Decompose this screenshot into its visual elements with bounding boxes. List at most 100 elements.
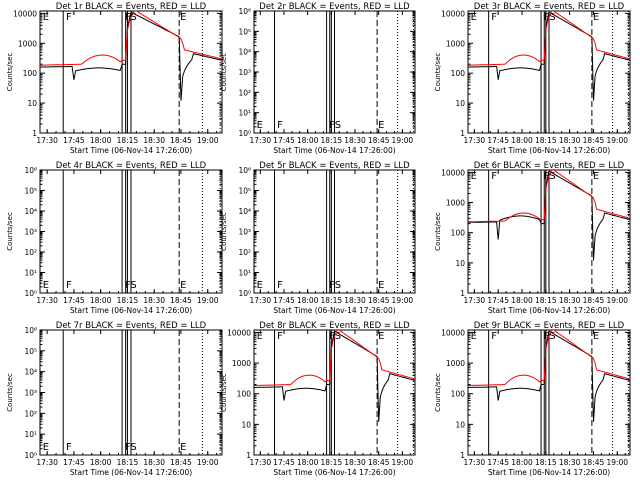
y-axis-label: Counts/sec xyxy=(220,212,228,251)
x-tick-label: 18:00 xyxy=(511,296,533,305)
x-tick-label: 19:00 xyxy=(392,136,414,145)
x-tick-label: 17:45 xyxy=(487,296,509,305)
y-tick-label: 100 xyxy=(23,69,38,78)
x-tick-label: 19:00 xyxy=(606,296,628,305)
y-tick-label: 10⁶ xyxy=(238,166,251,175)
marker-lines xyxy=(62,170,221,293)
flag-label: FS xyxy=(544,331,556,342)
x-tick-label: 18:30 xyxy=(143,296,165,305)
chart-panel-4: Det 4r BLACK = Events, RED = LLD 17:30 17:… xyxy=(6,161,223,315)
x-tick-label: 18:30 xyxy=(143,136,165,145)
x-tick-label: 17:45 xyxy=(487,136,509,145)
y-tick-label: 10¹ xyxy=(238,269,251,278)
chart-panel-8: Det 8r BLACK = Events, RED = LLD 17:30 17:… xyxy=(220,321,416,477)
x-tick-label: 18:15 xyxy=(535,458,557,467)
x-tick-label: 17:30 xyxy=(464,458,486,467)
y-axis-label: Counts/sec xyxy=(434,212,442,251)
y-tick-label: 1 xyxy=(460,289,465,298)
y-tick-label: 10000 xyxy=(13,9,37,18)
data-curves xyxy=(40,11,222,101)
y-tick-label: 10000 xyxy=(227,328,251,337)
marker-lines xyxy=(62,11,221,133)
x-tick-label: 18:30 xyxy=(143,458,165,467)
x-tick-label: 17:45 xyxy=(487,458,509,467)
chart-title: Det 5r BLACK = Events, RED = LLD xyxy=(259,161,410,171)
events-series-line xyxy=(468,330,630,422)
x-tick-label: 17:45 xyxy=(63,458,85,467)
flag-label: FS xyxy=(329,120,341,131)
flag-label: E xyxy=(257,331,263,342)
x-tick-label: 18:00 xyxy=(511,458,533,467)
x-tick-label: 17:30 xyxy=(464,136,486,145)
y-tick-label: 1 xyxy=(246,451,251,460)
x-axis-label: Start Time (06-Nov-14 17:26:00) xyxy=(488,306,610,315)
x-tick-label: 18:45 xyxy=(583,458,605,467)
flag-label: F xyxy=(66,12,72,23)
x-tick-label: 18:15 xyxy=(117,136,139,145)
x-tick-label: 18:00 xyxy=(297,296,319,305)
chart-panel-7: Det 7r BLACK = Events, RED = LLD 17:30 17:… xyxy=(6,321,223,477)
chart-panel-1: Det 1r BLACK = Events, RED = LLD 17:30 17:… xyxy=(6,2,223,155)
y-tick-label: 10⁵ xyxy=(24,187,37,196)
flag-label: E xyxy=(180,280,186,291)
data-curves xyxy=(468,330,630,422)
y-tick-label: 1 xyxy=(32,129,37,138)
chart-panel-6: Det 6r BLACK = Events, RED = LLD 17:30 17:… xyxy=(434,161,631,315)
x-tick-label: 18:45 xyxy=(170,136,192,145)
x-tick-label: 18:00 xyxy=(297,136,319,145)
y-tick-label: 1000 xyxy=(232,359,251,368)
y-axis-label: Counts/sec xyxy=(6,373,14,412)
x-tick-label: 17:30 xyxy=(250,296,272,305)
x-tick-label: 18:45 xyxy=(583,296,605,305)
y-tick-label: 1000 xyxy=(18,39,37,48)
x-tick-label: 18:45 xyxy=(368,136,390,145)
y-tick-label: 10⁶ xyxy=(24,326,37,335)
flag-label: E xyxy=(378,280,384,291)
x-axis-label: Start Time (06-Nov-14 17:26:00) xyxy=(273,306,395,315)
data-curves xyxy=(468,170,630,261)
y-tick-label: 1 xyxy=(460,451,465,460)
x-tick-label: 17:30 xyxy=(250,136,272,145)
flag-label: F xyxy=(277,120,283,131)
x-tick-label: 18:45 xyxy=(170,458,192,467)
x-tick-label: 18:00 xyxy=(90,136,112,145)
x-tick-label: 19:00 xyxy=(197,136,219,145)
y-tick-label: 10⁵ xyxy=(24,347,37,356)
x-tick-label: 18:45 xyxy=(583,136,605,145)
y-tick-label: 10³ xyxy=(24,389,37,398)
x-tick-label: 18:45 xyxy=(368,458,390,467)
x-axis-label: Start Time (06-Nov-14 17:26:00) xyxy=(70,306,192,315)
flag-label: E xyxy=(378,120,384,131)
x-tick-label: 17:30 xyxy=(36,136,58,145)
events-series-line xyxy=(468,11,630,101)
y-tick-label: 10⁰ xyxy=(24,289,37,298)
flag-label: FS xyxy=(329,331,341,342)
chart-title: Det 1r BLACK = Events, RED = LLD xyxy=(56,2,207,12)
y-axis-label: Counts/sec xyxy=(6,212,14,251)
lld-series-line xyxy=(468,170,630,223)
x-tick-label: 19:00 xyxy=(606,458,628,467)
y-tick-label: 10⁶ xyxy=(238,7,251,16)
x-tick-label: 19:00 xyxy=(392,458,414,467)
y-axis-label: Counts/sec xyxy=(434,53,442,92)
chart-title: Det 8r BLACK = Events, RED = LLD xyxy=(259,321,410,331)
y-tick-label: 10³ xyxy=(238,68,251,77)
y-tick-label: 10¹ xyxy=(24,269,37,278)
y-tick-label: 10⁵ xyxy=(238,187,251,196)
y-tick-label: 10000 xyxy=(441,9,465,18)
x-tick-label: 17:30 xyxy=(464,296,486,305)
x-tick-label: 17:45 xyxy=(273,296,295,305)
x-tick-label: 19:00 xyxy=(392,296,414,305)
y-tick-label: 100 xyxy=(451,69,466,78)
y-tick-label: 10⁵ xyxy=(238,27,251,36)
flag-label: E xyxy=(180,12,186,23)
y-tick-label: 10000 xyxy=(441,328,465,337)
y-tick-label: 10² xyxy=(24,248,37,257)
y-tick-label: 10³ xyxy=(24,228,37,237)
lld-series-line xyxy=(254,330,415,386)
events-series-line xyxy=(254,330,415,422)
x-tick-label: 18:15 xyxy=(321,296,343,305)
marker-lines xyxy=(488,11,629,133)
flag-label: F xyxy=(277,331,283,342)
